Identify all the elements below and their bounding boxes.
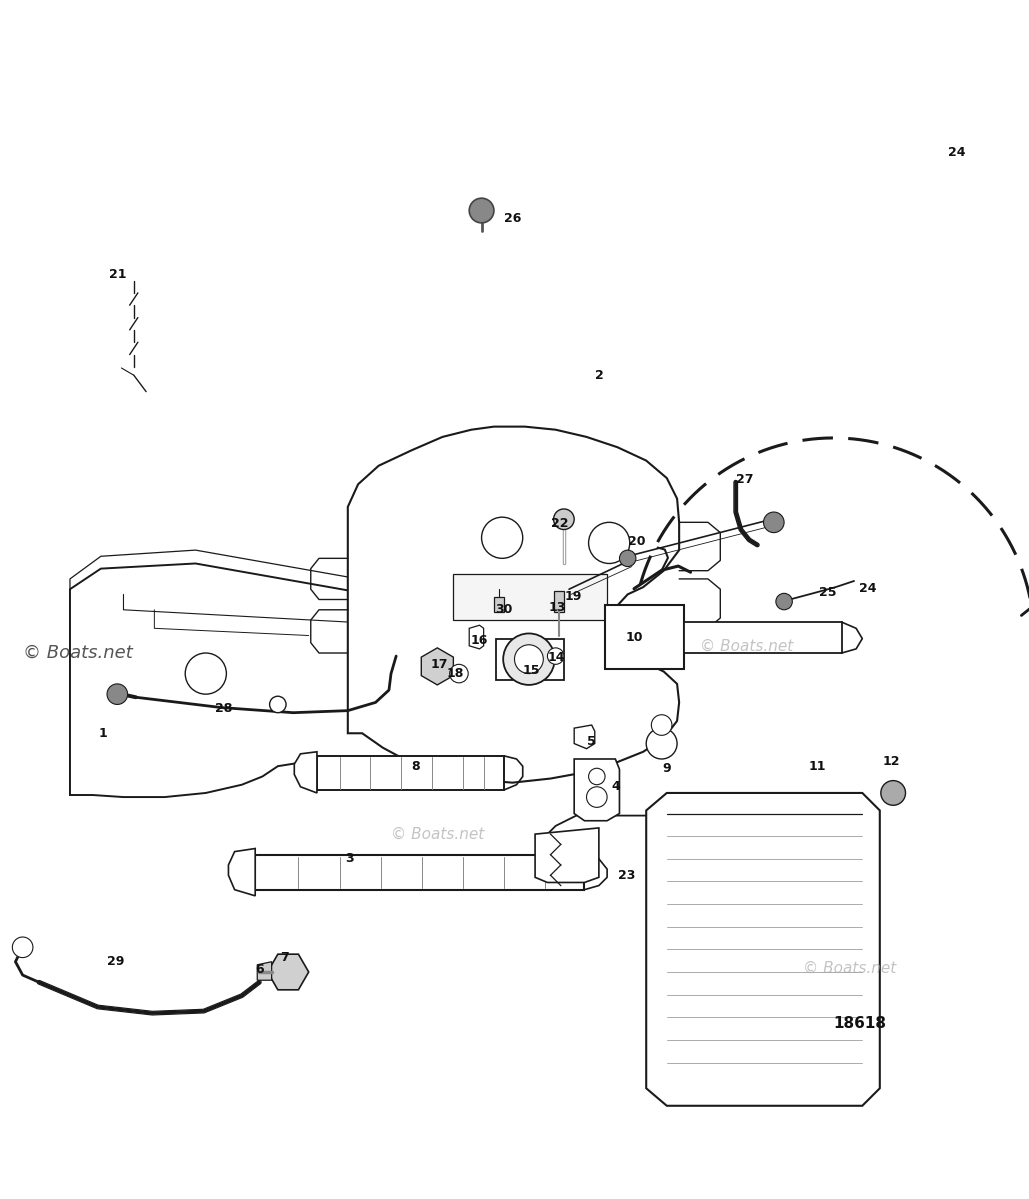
Polygon shape bbox=[70, 564, 482, 797]
Text: 11: 11 bbox=[808, 760, 826, 772]
Text: © Boats.net: © Boats.net bbox=[391, 826, 485, 842]
Circle shape bbox=[12, 936, 33, 958]
Text: 7: 7 bbox=[280, 951, 288, 964]
Circle shape bbox=[651, 715, 672, 735]
Text: 18: 18 bbox=[447, 667, 463, 680]
Text: 10: 10 bbox=[625, 631, 643, 644]
Polygon shape bbox=[469, 625, 484, 649]
Polygon shape bbox=[257, 962, 272, 981]
Polygon shape bbox=[605, 604, 684, 669]
Polygon shape bbox=[574, 725, 595, 748]
Text: 3: 3 bbox=[346, 852, 354, 866]
Polygon shape bbox=[554, 591, 564, 611]
Text: © Boats.net: © Boats.net bbox=[700, 638, 793, 653]
Text: 25: 25 bbox=[818, 586, 837, 598]
Text: 24: 24 bbox=[858, 582, 877, 595]
Polygon shape bbox=[268, 954, 309, 990]
Circle shape bbox=[107, 683, 128, 705]
Circle shape bbox=[547, 647, 564, 664]
Text: 13: 13 bbox=[549, 601, 566, 614]
Circle shape bbox=[881, 781, 906, 806]
Polygon shape bbox=[523, 661, 535, 671]
Polygon shape bbox=[421, 647, 454, 685]
Polygon shape bbox=[255, 855, 584, 890]
Circle shape bbox=[482, 517, 523, 559]
Text: © Boats.net: © Boats.net bbox=[23, 644, 133, 662]
Text: 19: 19 bbox=[565, 590, 581, 603]
Text: 2: 2 bbox=[595, 368, 603, 381]
Polygon shape bbox=[646, 793, 880, 1105]
Circle shape bbox=[589, 769, 605, 784]
Circle shape bbox=[514, 645, 543, 674]
Text: 8: 8 bbox=[412, 760, 420, 772]
Polygon shape bbox=[453, 574, 607, 620]
Text: 4: 4 bbox=[611, 781, 619, 794]
Text: 30: 30 bbox=[496, 603, 512, 616]
Text: 9: 9 bbox=[663, 761, 671, 775]
Text: 22: 22 bbox=[551, 517, 569, 530]
Text: 5: 5 bbox=[588, 735, 596, 748]
Circle shape bbox=[185, 653, 226, 694]
Circle shape bbox=[776, 594, 792, 610]
Polygon shape bbox=[574, 759, 619, 821]
Circle shape bbox=[764, 512, 784, 532]
Text: 6: 6 bbox=[255, 964, 263, 976]
Text: 15: 15 bbox=[522, 664, 540, 677]
Circle shape bbox=[503, 633, 555, 685]
Text: 26: 26 bbox=[504, 212, 521, 225]
Polygon shape bbox=[494, 597, 504, 611]
Circle shape bbox=[450, 664, 468, 683]
Text: 12: 12 bbox=[882, 754, 900, 767]
Polygon shape bbox=[535, 829, 599, 882]
Circle shape bbox=[646, 728, 677, 759]
Polygon shape bbox=[317, 755, 504, 790]
Text: 21: 21 bbox=[108, 267, 127, 281]
Circle shape bbox=[469, 198, 494, 223]
Polygon shape bbox=[684, 622, 842, 653]
Text: 14: 14 bbox=[547, 651, 566, 663]
Text: 20: 20 bbox=[628, 536, 646, 548]
Polygon shape bbox=[348, 427, 679, 783]
Text: 27: 27 bbox=[736, 472, 754, 486]
Circle shape bbox=[619, 550, 636, 567]
Polygon shape bbox=[228, 849, 255, 896]
Text: 16: 16 bbox=[471, 634, 488, 647]
Text: 18618: 18618 bbox=[833, 1016, 887, 1031]
Circle shape bbox=[587, 787, 607, 807]
Text: 24: 24 bbox=[948, 146, 966, 159]
Circle shape bbox=[270, 697, 286, 712]
Circle shape bbox=[589, 523, 630, 564]
Text: 29: 29 bbox=[107, 956, 123, 969]
Text: 23: 23 bbox=[618, 869, 635, 881]
Polygon shape bbox=[294, 752, 317, 793]
Text: 17: 17 bbox=[430, 658, 449, 670]
Circle shape bbox=[554, 508, 574, 530]
Text: 1: 1 bbox=[99, 727, 107, 740]
Polygon shape bbox=[496, 639, 564, 680]
Text: 28: 28 bbox=[215, 703, 232, 715]
Text: © Boats.net: © Boats.net bbox=[803, 960, 896, 975]
